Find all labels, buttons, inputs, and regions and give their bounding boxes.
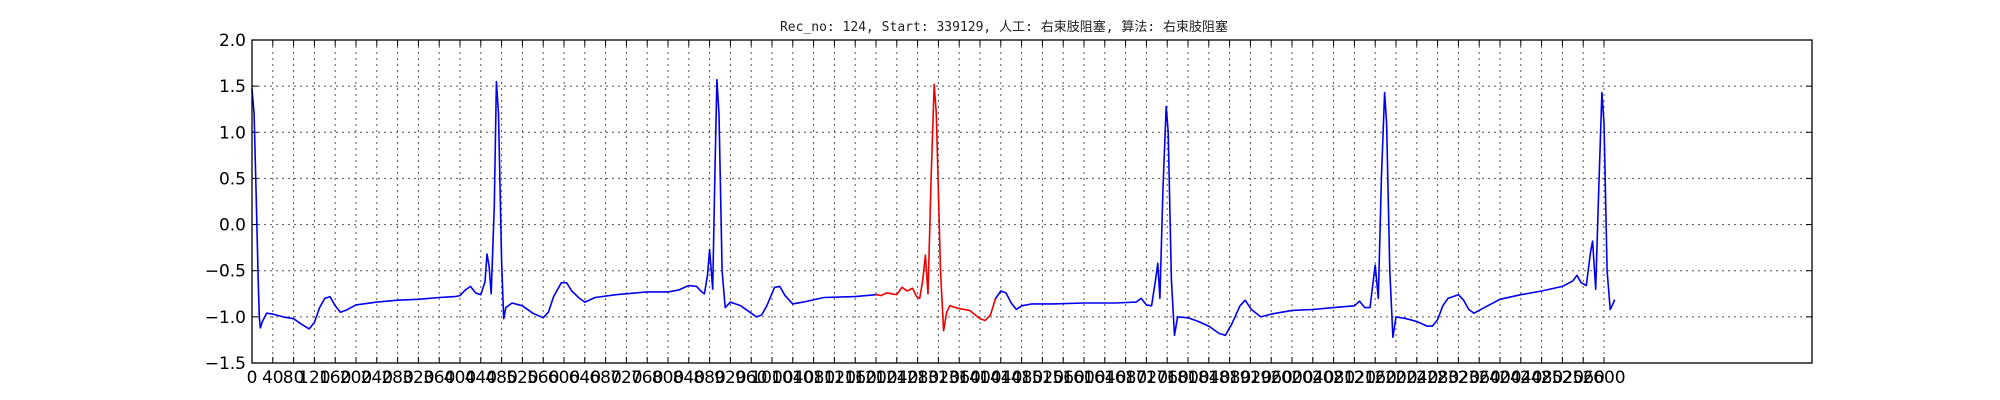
y-tick-label: −0.5 [205,262,246,282]
chart-title: Rec_no: 124, Start: 339129, 人工: 右束肢阻塞, 算… [780,19,1228,35]
y-tick-label: 1.0 [219,123,246,143]
x-tick-label: 1720 [1125,368,1168,388]
x-tick-label: 800 [652,368,684,388]
x-tick-label: 2160 [1354,368,1397,388]
y-tick-label: 2.0 [219,31,246,51]
x-tick-label: 1320 [917,368,960,388]
x-tick-label: 1360 [938,368,981,388]
x-tick-label: 160 [319,368,351,388]
x-tick-label: 0 [247,368,258,388]
x-tick-label: 2000 [1270,368,1313,388]
y-axis-ticks: −1.5 −1.0 −0.5 0.0 0.5 1.0 1.5 2.0 [205,31,1812,374]
x-axis-ticks: 0 40 8012016020024028032036040044048052056… [247,40,1626,388]
x-tick-label: 80 [283,368,305,388]
x-tick-label: 2080 [1312,368,1355,388]
x-tick-label: 960 [735,368,767,388]
x-tick-label: 2280 [1416,368,1459,388]
x-tick-label: 2120 [1333,368,1376,388]
x-tick-label: 320 [402,368,434,388]
x-tick-label: 640 [569,368,601,388]
x-tick-label: 1480 [1000,368,1043,388]
x-tick-label: 920 [714,368,746,388]
y-tick-label: 0.5 [219,169,246,189]
x-tick-label: 2520 [1541,368,1584,388]
x-tick-label: 1960 [1250,368,1293,388]
x-tick-label: 1200 [854,368,897,388]
x-tick-label: 2320 [1437,368,1480,388]
x-tick-label: 720 [610,368,642,388]
x-tick-label: 1600 [1062,368,1105,388]
x-tick-label: 1680 [1104,368,1147,388]
x-tick-label: 2440 [1499,368,1542,388]
ecg-trace-0 [251,78,877,330]
x-tick-label: 2200 [1374,368,1417,388]
x-tick-label: 560 [527,368,559,388]
y-tick-label: 1.5 [219,77,246,97]
x-tick-label: 240 [361,368,393,388]
y-tick-label: −1.5 [205,354,246,374]
x-tick-label: 2600 [1582,368,1625,388]
x-tick-label: 200 [340,368,372,388]
x-tick-label: 1280 [896,368,939,388]
x-tick-label: 680 [589,368,621,388]
x-tick-label: 1560 [1042,368,1085,388]
x-tick-label: 2240 [1395,368,1438,388]
x-tick-label: 1120 [813,368,856,388]
x-tick-label: 2360 [1458,368,1501,388]
x-tick-label: 1000 [750,368,793,388]
x-tick-label: 2040 [1291,368,1334,388]
ecg-series-group [251,78,1616,339]
y-tick-label: 0.0 [219,216,246,236]
x-tick-label: 2480 [1520,368,1563,388]
y-tick-label: −1.0 [205,308,246,328]
x-tick-label: 520 [506,368,538,388]
x-tick-label: 40 [262,368,284,388]
x-tick-label: 1760 [1146,368,1189,388]
x-tick-label: 1840 [1187,368,1230,388]
x-tick-label: 440 [465,368,497,388]
x-tick-label: 1080 [792,368,835,388]
x-tick-label: 120 [298,368,330,388]
x-tick-label: 1160 [834,368,877,388]
x-tick-label: 840 [673,368,705,388]
x-tick-label: 600 [548,368,580,388]
x-tick-label: 1400 [958,368,1001,388]
x-tick-label: 1920 [1229,368,1272,388]
x-tick-label: 1040 [771,368,814,388]
x-tick-label: 2400 [1478,368,1521,388]
x-tick-label: 1440 [979,368,1022,388]
x-tick-label: 400 [444,368,476,388]
x-tick-label: 1800 [1166,368,1209,388]
x-tick-label: 360 [423,368,455,388]
plot-frame [251,39,1813,364]
x-tick-label: 760 [631,368,663,388]
x-tick-label: 280 [381,368,413,388]
ecg-trace-2 [994,91,1616,339]
x-tick-label: 880 [693,368,725,388]
x-tick-label: 1880 [1208,368,1251,388]
x-tick-label: 1520 [1021,368,1064,388]
chart-grid [252,40,1812,363]
x-tick-label: 2560 [1562,368,1605,388]
x-tick-label: 480 [485,368,517,388]
ecg-trace-highlighted [875,83,997,332]
x-tick-label: 1640 [1083,368,1126,388]
x-tick-label: 1240 [875,368,918,388]
